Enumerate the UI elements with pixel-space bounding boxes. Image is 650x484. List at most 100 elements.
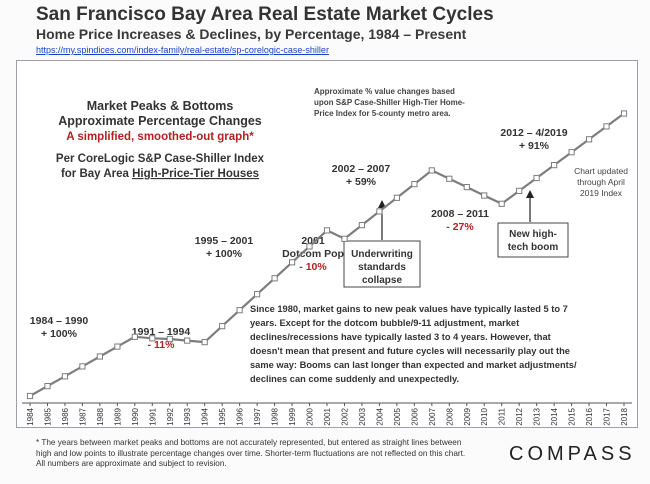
x-tick-label: 2003 [358,407,367,425]
smoothed-graph-note: A simplified, smoothed-out graph* [66,131,254,143]
chart-annotations: Market Peaks & Bottoms Approximate Perce… [30,87,628,384]
x-tick-label: 1996 [236,407,245,425]
x-tick-label: 1988 [96,407,105,425]
cycle-1984-pct: + 100% [41,328,78,340]
data-point [26,392,34,400]
x-tick-label: 1986 [61,407,70,425]
x-tick-label: 1995 [218,407,227,425]
data-point [44,383,51,390]
x-tick-label: 2002 [340,407,349,425]
cycle-2001-name: Dotcom Pop [282,248,344,260]
cycle-2001-pct: - 10% [299,261,327,273]
underwriting-line-1: Underwriting [351,249,413,260]
hightech-line-1: New high- [509,229,557,240]
x-tick-label: 1990 [131,407,140,425]
data-point [586,136,593,143]
x-tick-label: 2009 [463,407,472,425]
x-tick-label: 2014 [550,407,559,425]
data-point [114,343,121,350]
x-tick-label: 1993 [183,407,192,425]
x-tick-label: 2000 [306,407,315,425]
data-point [201,339,208,346]
x-tick-label: 1991 [148,407,157,425]
index-line-2-prefix: for Bay Area [61,168,132,180]
underwriting-line-3: collapse [362,275,402,286]
cycle-2008-pct: - 27% [446,221,474,233]
data-point [96,353,104,360]
source-link[interactable]: https://my.spindices.com/index-family/re… [36,45,329,55]
data-point [551,162,558,169]
peaks-title-line-2: Approximate Percentage Changes [58,114,262,128]
x-tick-label: 1989 [113,407,122,425]
data-point [341,235,348,242]
underwriting-line-2: standards [358,262,406,273]
data-point [149,335,156,342]
x-tick-label: 2015 [568,407,577,425]
hightech-callout: New high- tech boom [497,190,569,258]
x-tick-label: 1997 [253,407,262,425]
x-tick-label: 1999 [288,407,297,425]
peaks-title-line-1: Market Peaks & Bottoms [87,99,234,113]
data-point [481,192,488,199]
x-tick-label: 1985 [43,407,52,425]
x-tick-label: 2012 [515,407,524,425]
hightech-arrowhead [526,190,534,198]
x-tick-label: 1994 [201,407,210,425]
commentary-line-1: Since 1980, market gains to new peak val… [250,304,568,314]
compass-logo: COMPASS [509,443,636,465]
data-point [79,363,86,370]
data-point [61,373,68,380]
data-point [271,275,278,282]
data-point [620,110,628,117]
cycle-2002-pct: + 59% [346,176,377,188]
hightech-line-2: tech boom [508,242,559,253]
page-subtitle: Home Price Increases & Declines, by Perc… [36,26,467,42]
commentary-block: Since 1980, market gains to new peak val… [250,304,577,384]
updated-line-3: 2019 Index [580,188,623,198]
index-line-1: Per CoreLogic S&P Case-Shiller Index [56,153,265,165]
x-tick-label: 1992 [166,407,175,425]
data-point [323,227,331,234]
x-tick-label: 2018 [620,407,629,425]
index-line-2: for Bay Area High-Price-Tier Houses [61,168,259,180]
x-tick-label: 2007 [428,407,437,425]
cycle-2002-range: 2002 – 2007 [332,163,391,175]
commentary-line-5: same way: Booms can last longer than exp… [250,360,577,370]
commentary-line-4: doesn't mean that present and future cyc… [250,346,570,356]
note-line-2: upon S&P Case-Shiller High-Tier Home- [314,98,465,107]
data-point [516,187,523,195]
updated-line-2: through April [577,177,625,187]
commentary-line-6: declines can come suddenly and unexpecte… [250,374,459,384]
x-tick-label: 2016 [585,407,594,425]
x-tick-label: 2013 [533,407,542,425]
cycle-1995-pct: + 100% [206,248,243,260]
x-tick-label: 2004 [375,407,384,425]
x-tick-label: 2008 [445,407,454,425]
data-point [236,307,243,314]
x-tick-label: 2005 [393,407,402,425]
commentary-line-3: declines/recessions have typically laste… [250,332,551,342]
data-point [376,208,383,215]
data-point [254,291,261,298]
data-point [568,149,575,156]
cycle-1984-range: 1984 – 1990 [30,315,89,327]
x-tick-label: 1998 [271,407,280,425]
series-markers [26,110,628,400]
data-point [393,194,400,201]
data-point [411,181,418,188]
data-point [358,222,365,229]
data-point [166,335,173,343]
underwriting-arrowhead [378,200,386,208]
data-point [289,259,296,266]
data-point [463,184,470,191]
x-tick-label: 2006 [410,407,419,425]
x-axis: 1984 1985 1986 1987 1988 1989 1990 1991 1992 1993… [22,402,632,426]
x-tick-label: 2001 [323,407,332,425]
x-tick-label: 1987 [78,407,87,425]
cycle-1991-range: 1991 – 1994 [132,326,191,338]
data-point [219,323,226,330]
data-point [533,174,540,182]
x-tick-label: 1984 [26,407,35,425]
